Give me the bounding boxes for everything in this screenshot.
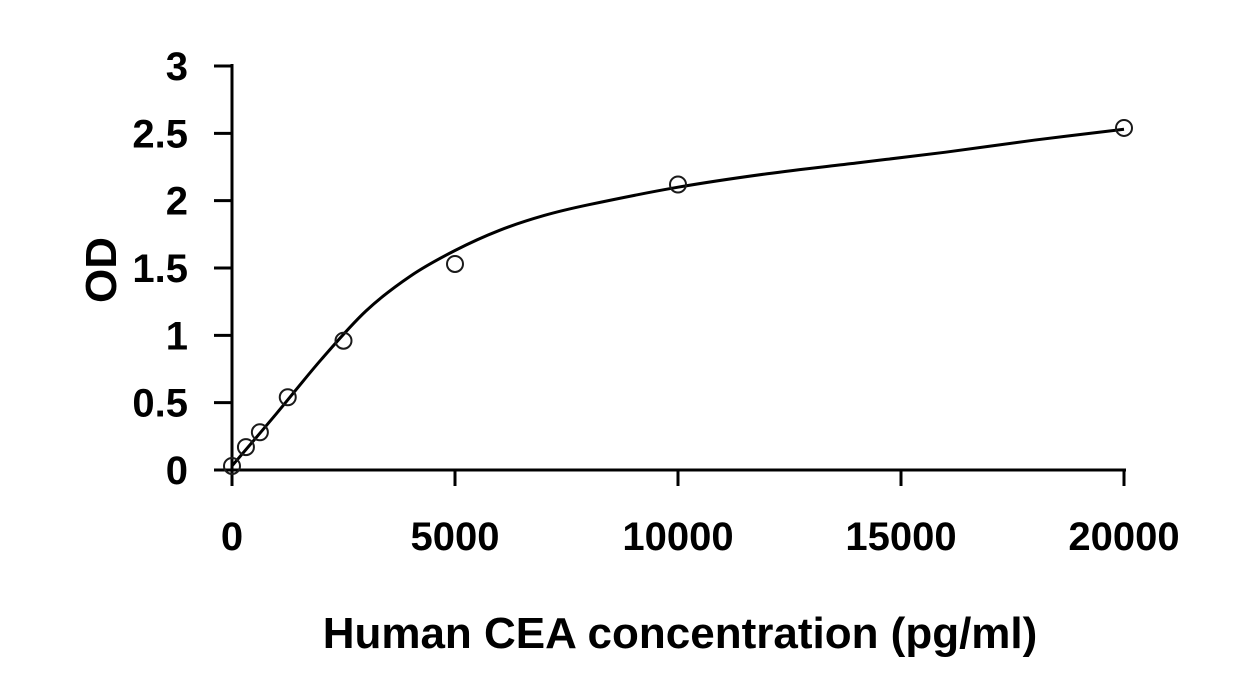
fit-curve [230, 127, 1125, 467]
data-point [236, 438, 255, 457]
x-tick-label: 0 [221, 515, 243, 559]
data-point [334, 331, 353, 350]
x-axis-ticks: 0 5000 10000 15000 20000 [221, 470, 1180, 559]
x-tick-label: 15000 [845, 515, 956, 559]
data-point [446, 254, 464, 273]
x-tick-label: 20000 [1068, 515, 1179, 559]
y-tick-label: 0 [166, 449, 188, 493]
data-point [250, 423, 269, 442]
y-tick-label: 0.5 [132, 382, 188, 426]
data-point [1115, 118, 1133, 137]
plot-area: 0 0.5 1 1.5 2 2.5 3 0 5000 10000 15000 20000 [132, 45, 1179, 559]
x-tick-label: 5000 [411, 515, 500, 559]
y-tick-label: 2 [166, 180, 188, 224]
y-tick-label: 2.5 [132, 112, 188, 156]
data-points [223, 118, 1133, 475]
y-axis-title: OD [77, 237, 126, 303]
x-tick-label: 10000 [622, 515, 733, 559]
y-tick-label: 1 [166, 314, 188, 358]
data-point [223, 456, 241, 475]
data-point [669, 175, 687, 194]
y-axis-ticks: 0 0.5 1 1.5 2 2.5 3 [132, 45, 232, 493]
y-tick-label: 1.5 [132, 247, 188, 291]
x-axis-title: Human CEA concentration (pg/ml) [323, 609, 1038, 658]
data-point [278, 388, 297, 407]
y-tick-label: 3 [166, 45, 188, 89]
